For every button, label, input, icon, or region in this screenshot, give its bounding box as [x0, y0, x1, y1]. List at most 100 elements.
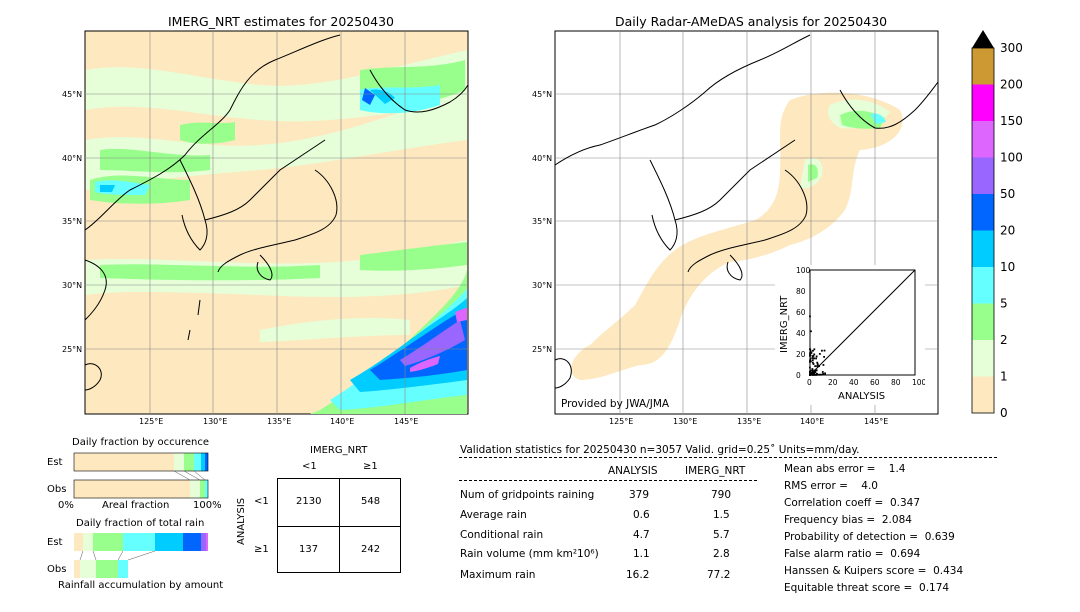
colorbar-label: 5: [1000, 297, 1008, 311]
scatter-y-tick: 40: [796, 329, 806, 338]
score-line: Frequency bias = 2.084: [784, 514, 912, 526]
occurrence-axis-left: 0%: [58, 500, 74, 511]
colorbar-label: 300: [1000, 41, 1023, 55]
validation-row-analysis: 4.7: [633, 529, 650, 541]
left-lon-135: 135°E: [267, 417, 292, 426]
score-line: Mean abs error = 1.4: [784, 463, 906, 475]
validation-row-imerg: 790: [711, 489, 732, 501]
validation-row-imerg: 77.2: [707, 569, 731, 581]
total-rain-footer: Rainfall accumulation by amount: [58, 580, 224, 591]
scatter-point: [817, 365, 819, 368]
validation-row-analysis: 0.6: [633, 509, 650, 521]
scatter-point: [809, 360, 811, 363]
validation-row-label: Num of gridpoints raining: [460, 489, 595, 501]
scatter-point: [810, 330, 812, 333]
colorbar-bin: [972, 376, 994, 413]
scatter-point: [815, 357, 817, 360]
scatter-point: [813, 357, 816, 360]
validation-row-analysis: 379: [629, 489, 650, 501]
total-rain-est-label: Est: [47, 537, 63, 548]
colorbar-extend-arrow: [972, 30, 994, 48]
scatter-x-tick: 60: [870, 378, 880, 387]
validation-row-imerg: 5.7: [713, 529, 730, 541]
score-line: False alarm ratio = 0.694: [784, 548, 921, 560]
scatter-ylabel: IMERG_NRT: [779, 295, 790, 353]
scatter-x-tick: 80: [891, 378, 901, 387]
total-rain-obs-bar: [74, 560, 128, 578]
scatter-point: [809, 357, 812, 360]
right-coastlines: [554, 34, 939, 389]
scatter-y-tick: 20: [796, 350, 806, 359]
total-rain-est-bar: [74, 533, 208, 551]
scatter-point: [813, 370, 815, 373]
left-lon-125: 125°E: [139, 417, 164, 426]
score-line: Equitable threat score = 0.174: [784, 582, 950, 594]
colorbar-bin: [972, 84, 994, 121]
colorbar-bin: [972, 230, 994, 267]
colorbar-bin: [972, 303, 994, 340]
scatter-ticks: 00 20 20 40 40 60 60 80 80 100 100: [796, 266, 925, 387]
left-lat-30: 30°N: [62, 281, 82, 290]
scatter-point: [814, 373, 817, 376]
scatter-point: [821, 349, 823, 352]
scatter-point: [811, 371, 814, 374]
left-lat-40: 40°N: [62, 154, 82, 163]
scatter-point: [815, 369, 818, 372]
scatter-point: [811, 368, 814, 370]
scatter-y-tick: 80: [796, 287, 806, 296]
validation-header-rule: [459, 457, 997, 458]
scatter-x-tick: 20: [828, 378, 838, 387]
contingency-a: 2130: [296, 496, 322, 507]
left-coastlines: [84, 34, 469, 391]
scatter-diagonal: [809, 269, 916, 376]
scatter-point: [812, 373, 815, 376]
left-lat-35: 35°N: [62, 217, 82, 226]
colorbar-bins: [972, 48, 994, 413]
colorbar-label: 150: [1000, 114, 1023, 128]
occurrence-axis-right: 100%: [193, 500, 222, 511]
validation-row-analysis: 1.1: [633, 548, 650, 560]
total-rain-title: Daily fraction of total rain: [76, 518, 205, 529]
occurrence-obs-label: Obs: [47, 484, 67, 495]
validation-col-imerg: IMERG_NRT: [685, 465, 746, 477]
scatter-point: [809, 350, 812, 353]
colorbar-bin: [972, 267, 994, 304]
scatter-point: [822, 364, 825, 366]
validation-row-label: Rain volume (mm km²10⁶): [460, 548, 599, 560]
right-map-title: Daily Radar-AMeDAS analysis for 20250430: [615, 14, 888, 29]
scatter-point: [809, 360, 812, 363]
left-map-title: IMERG_NRT estimates for 20250430: [168, 14, 395, 29]
scatter-point: [809, 354, 811, 357]
scatter-point: [813, 348, 816, 351]
left-lat-labels: 45°N 40°N 35°N 30°N 25°N: [62, 90, 82, 354]
left-precip-bands: [86, 50, 467, 414]
scatter-point: [815, 355, 818, 358]
score-line: RMS error = 4.0: [784, 480, 878, 492]
score-line: Hanssen & Kuipers score = 0.434: [784, 565, 964, 577]
validation-row-label: Maximum rain: [460, 569, 536, 581]
left-map: 45°N 40°N 35°N 30°N 25°N: [62, 30, 469, 415]
scatter-point: [812, 363, 815, 365]
scatter-point: [813, 373, 816, 376]
scatter-point: [820, 373, 823, 376]
scatter-point: [818, 352, 821, 355]
colorbar-label: 2: [1000, 333, 1008, 347]
scatter-point: [823, 355, 826, 358]
scatter-x-tick: 40: [849, 378, 859, 387]
contingency-c: 137: [299, 544, 319, 555]
scatter-point: [812, 349, 814, 352]
right-lat-40: 40°N: [532, 154, 552, 163]
contingency-row-ge: ≥1: [254, 544, 269, 555]
validation-row-label: Conditional rain: [460, 529, 544, 541]
right-lon-145: 145°E: [864, 417, 889, 426]
left-lon-130: 130°E: [203, 417, 228, 426]
colorbar-label: 0: [1000, 406, 1008, 420]
validation-row-imerg: 1.5: [713, 509, 730, 521]
scatter-x-tick: 0: [807, 378, 812, 387]
occurrence-axis-mid: Areal fraction: [102, 500, 170, 511]
contingency-col-ge: ≥1: [363, 461, 378, 472]
scatter-point: [811, 357, 814, 359]
colorbar: 0 1 2 5 10 20 50 100 150 200 300: [971, 30, 1023, 420]
right-lon-130: 130°E: [673, 417, 698, 426]
colorbar-label: 50: [1000, 187, 1015, 201]
